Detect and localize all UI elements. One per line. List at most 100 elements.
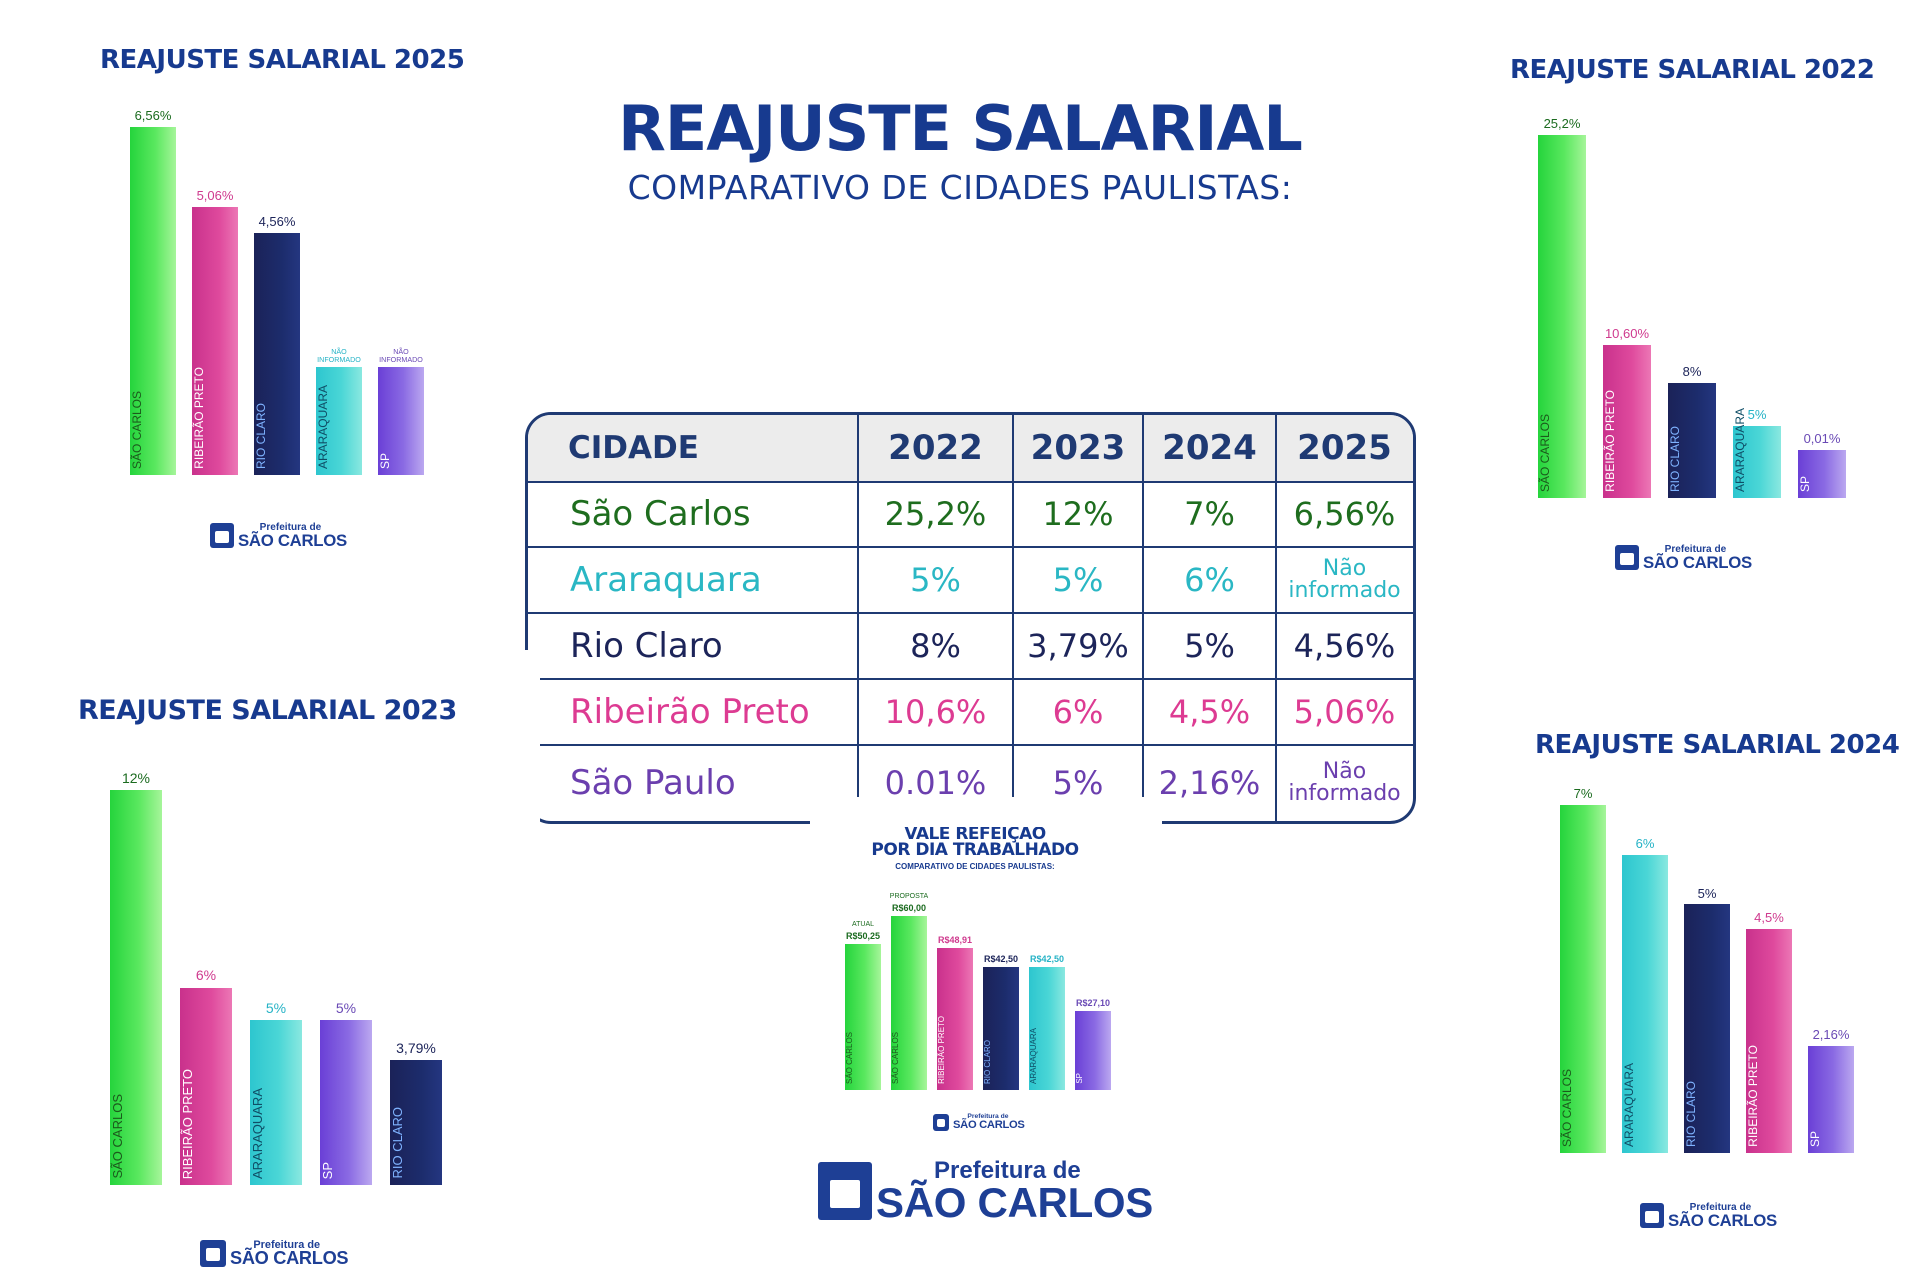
bar-value-label: 5%	[1747, 407, 1767, 423]
table-cell: 5%	[1052, 561, 1104, 599]
bar-value-label: 25,2%	[1543, 116, 1581, 132]
bar-category-label: RIBEIRÃO PRETO	[1603, 390, 1617, 492]
table-column-divider	[1275, 415, 1277, 821]
bar-category-label: SP	[1798, 475, 1812, 492]
bar-value-label: 2,16%	[1812, 1026, 1850, 1042]
bar-category-label: SÃO CARLOS	[1560, 1068, 1574, 1147]
table-city-sao-carlos: São Carlos	[570, 494, 751, 534]
bar-ribeirao-preto: RIBEIRÃO PRETO	[180, 987, 232, 1185]
bar-note-label: ATUAL	[851, 921, 875, 929]
bar-value-label: 4,5%	[1754, 910, 1784, 926]
chart-panel-2025: REAJUSTE SALARIAL 2025 SÃO CARLOS 6,56% RIB…	[100, 45, 480, 565]
bar-rio-claro: RIO CLARO	[254, 233, 300, 475]
bar-category-label: RIBEIRÃO PRETO	[937, 1016, 946, 1084]
chart-title: REAJUSTE SALARIAL 2023	[78, 695, 457, 726]
table-city-sao-paulo: São Paulo	[570, 763, 736, 803]
bar-sao-carlos: SÃO CARLOS	[1560, 805, 1606, 1153]
bar-value-label: 10,60%	[1604, 326, 1650, 342]
bar-value-label: 12%	[121, 769, 151, 786]
footer-logo: Prefeitura de SÃO CARLOS	[818, 1157, 1154, 1226]
bar-value-label: 5%	[1697, 885, 1717, 901]
bar-category-label: RIBEIRÃO PRETO	[1746, 1045, 1760, 1147]
bar-araraquara: ARARAQUARA	[1029, 966, 1065, 1090]
table-header-row	[528, 415, 1413, 483]
table-cell: 3,79%	[1027, 627, 1129, 665]
bar-category-label: RIO CLARO	[1684, 1080, 1698, 1147]
bar-category-label: ARARAQUARA	[1029, 1027, 1038, 1084]
bar-value-label: 6%	[1635, 835, 1655, 851]
table-column-divider	[857, 415, 859, 821]
bar-category-label: RIO CLARO	[390, 1107, 405, 1179]
table-row-divider	[528, 678, 1413, 680]
city-crest-icon	[818, 1162, 872, 1221]
logo-line1: Prefeitura de	[1664, 544, 1727, 555]
logo-line1: Prefeitura de	[967, 1113, 1009, 1120]
bar-category-label: RIO CLARO	[1668, 425, 1682, 492]
bar-value-label: NÃO INFORMADO	[379, 348, 423, 365]
bar-ribeirao-preto: RIBEIRÃO PRETO	[1603, 345, 1651, 498]
logo-line2: SÃO CARLOS	[953, 1119, 1025, 1132]
table-cell: 6%	[1052, 693, 1104, 731]
logo-line1: Prefeitura de	[259, 522, 322, 533]
bar-sp: SP	[1808, 1045, 1854, 1153]
bar-sp: SP	[1798, 450, 1846, 498]
bar-category-label: RIBEIRÃO PRETO	[192, 367, 206, 469]
table-row-divider	[528, 612, 1413, 614]
bar-value-label: 0,01%	[1803, 431, 1841, 447]
chart-title: REAJUSTE SALARIAL 2025	[100, 45, 465, 75]
table-city-araraquara: Araraquara	[570, 560, 762, 600]
bar-value-label: 5%	[335, 1000, 357, 1017]
bar-sao-carlos: SÃO CARLOS	[845, 944, 881, 1090]
table-cell: Não informado	[1288, 759, 1401, 806]
city-crest-icon	[933, 1114, 949, 1131]
bar-sao-carlos: SÃO CARLOS	[891, 916, 927, 1090]
table-city-ribeirao-preto: Ribeirão Preto	[570, 692, 810, 732]
table-cell: 12%	[1042, 495, 1114, 533]
bar-sp: SP	[320, 1020, 372, 1185]
table-cell: 5,06%	[1293, 693, 1396, 731]
panel-logo: Prefeitura de SÃO CARLOS	[1640, 1203, 1777, 1229]
bar-ribeirao-preto: RIBEIRÃO PRETO	[1746, 929, 1792, 1153]
table-cell: Não informado	[1288, 556, 1401, 603]
logo-line2: SÃO CARLOS	[1643, 552, 1752, 572]
table-header-2025: 2025	[1297, 428, 1392, 468]
chart-panel-2022: REAJUSTE SALARIAL 2022 SÃO CARLOS 25,2% RIB…	[1510, 55, 1890, 585]
chart-title: REAJUSTE SALARIAL 2022	[1510, 55, 1875, 85]
bar-araraquara: ARARAQUARA	[250, 1020, 302, 1185]
bar-sp: SP	[378, 367, 424, 475]
table-cell: 5%	[1184, 627, 1235, 665]
bar-araraquara: ARARAQUARA	[1622, 854, 1668, 1153]
table-cell: 4,5%	[1168, 693, 1251, 731]
bar-category-label: SP	[1075, 1073, 1084, 1084]
bar-value-label: R$42,50	[1029, 953, 1065, 964]
bar-rio-claro: RIO CLARO	[1684, 904, 1730, 1153]
bar-value-label: R$50,25	[845, 931, 881, 942]
bar-rio-claro: RIO CLARO	[1668, 382, 1716, 498]
logo-line1: Prefeitura de	[253, 1239, 321, 1251]
logo-line1: Prefeitura de	[934, 1157, 1081, 1184]
table-cell: 6%	[1184, 561, 1235, 599]
bar-category-label: SÃO CARLOS	[891, 1031, 900, 1084]
bar-note-label: PROPOSTA	[889, 892, 929, 900]
city-crest-icon	[1640, 1203, 1664, 1229]
bar-category-label: SP	[320, 1161, 335, 1179]
bar-ribeirao-preto: RIBEIRÃO PRETO	[937, 948, 973, 1090]
table-cell: 8%	[910, 627, 961, 665]
chart-panel-vale-refeicao: VALE REFEIÇÃO POR DIA TRABALHADO COMPARAT…	[835, 825, 1115, 1136]
bar-value-label: R$60,00	[891, 902, 927, 913]
logo-line2: SÃO CARLOS	[230, 1248, 349, 1269]
bar-value-label: 7%	[1573, 786, 1593, 802]
bar-value-label: 8%	[1682, 363, 1702, 379]
table-column-divider	[1142, 415, 1144, 821]
logo-line2: SÃO CARLOS	[876, 1178, 1154, 1226]
bar-rio-claro: RIO CLARO	[390, 1060, 442, 1185]
bar-value-label: R$42,50	[983, 953, 1019, 964]
city-crest-icon	[1615, 545, 1639, 571]
bar-ribeirao-preto: RIBEIRÃO PRETO	[192, 206, 238, 475]
bar-value-label: NÃO INFORMADO	[317, 348, 361, 365]
bar-sp: SP	[1075, 1011, 1111, 1090]
bar-value-label: 5%	[265, 1000, 287, 1017]
table-column-divider	[1012, 415, 1014, 821]
bar-category-label: SÃO CARLOS	[845, 1031, 854, 1084]
bar-category-label: SÃO CARLOS	[110, 1094, 125, 1179]
